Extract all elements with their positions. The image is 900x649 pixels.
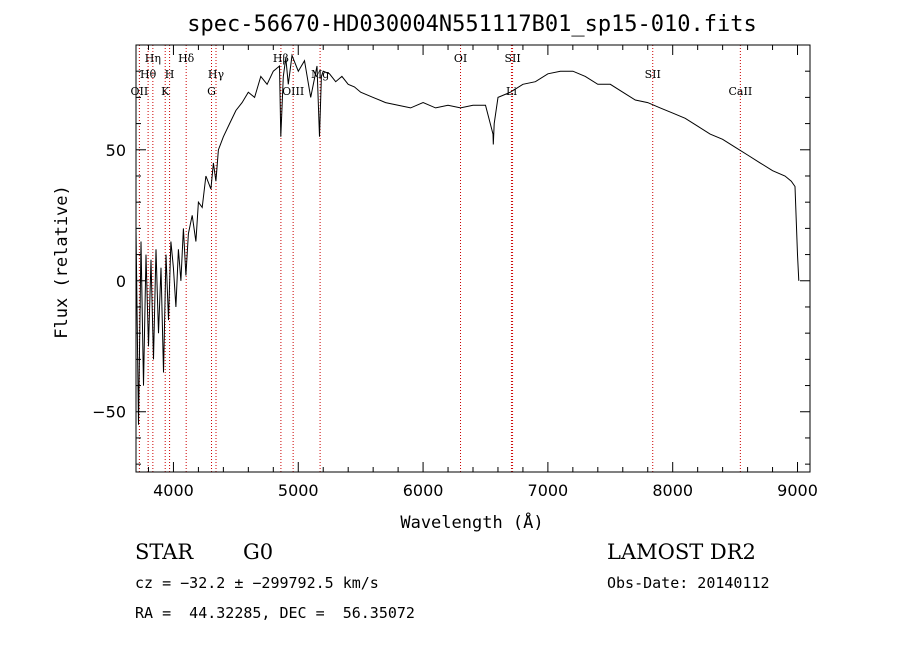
line-marker-label: SII	[645, 68, 661, 81]
x-tick-label: 5000	[278, 481, 319, 500]
x-axis-label: Wavelength (Å)	[400, 511, 543, 533]
y-axis-label: Flux (relative)	[52, 185, 72, 339]
chart-title: spec-56670-HD030004N551117B01_sp15-010.f…	[187, 12, 757, 37]
line-marker-label: H	[165, 68, 175, 81]
y-tick-label: 0	[116, 272, 126, 291]
line-marker-label: Hγ	[208, 68, 225, 81]
coordinates-readout: RA = 44.32285, DEC = 56.35072	[135, 604, 415, 622]
line-marker-label: CaII	[729, 85, 753, 98]
line-marker-label: G	[207, 85, 216, 98]
survey-name: LAMOST DR2	[607, 540, 756, 564]
x-tick-label: 4000	[153, 481, 194, 500]
y-tick-label: −50	[92, 403, 126, 422]
object-class: STAR	[135, 540, 194, 564]
line-marker-label: Mg	[311, 68, 329, 81]
line-marker-label: Hη	[145, 52, 161, 65]
line-marker-label: OI	[454, 52, 467, 65]
x-tick-label: 8000	[652, 481, 693, 500]
x-tick-label: 9000	[777, 481, 818, 500]
line-marker-label: OIII	[282, 85, 304, 98]
spectrum-line	[135, 53, 800, 425]
line-marker-label: Hδ	[178, 52, 195, 65]
line-marker-label: K	[161, 85, 170, 98]
x-tick-label: 6000	[403, 481, 444, 500]
axis-ticks: 4000 5000 6000 7000 8000 9000 −50 0 50	[92, 45, 818, 500]
line-marker-label: Hθ	[140, 68, 157, 81]
redshift-readout: cz = −32.2 ± −299792.5 km/s	[135, 574, 379, 592]
line-marker-label: OII	[131, 85, 149, 98]
observation-date: Obs-Date: 20140112	[607, 574, 770, 592]
x-tick-label: 7000	[528, 481, 569, 500]
object-subclass: G0	[243, 540, 274, 564]
y-tick-label: 50	[106, 141, 126, 160]
line-marker-label: SII	[504, 52, 520, 65]
